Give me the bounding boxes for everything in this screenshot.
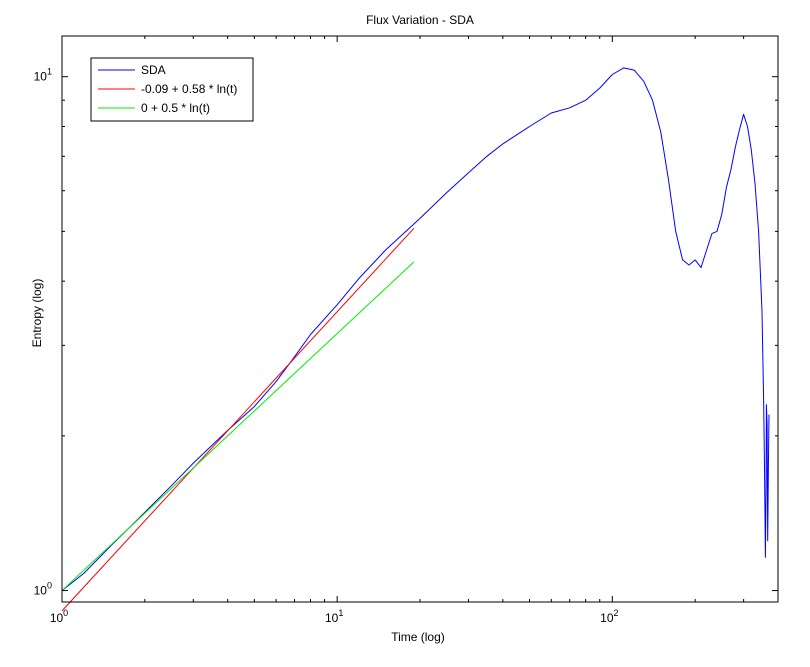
- x-axis-label: Time (log): [391, 630, 445, 644]
- series-line-2: [61, 261, 415, 591]
- chart-title: Flux Variation - SDA: [366, 13, 474, 27]
- x-tick-label: 101: [325, 608, 343, 625]
- tick-layer: 100 101 102 100 101: [34, 36, 779, 625]
- series-line-1: [61, 227, 415, 612]
- legend-label-0: SDA: [141, 63, 166, 77]
- y-axis-label: Entropy (log): [30, 279, 44, 348]
- series-line-0: [61, 67, 770, 591]
- legend-label-2: 0 + 0.5 * ln(t): [141, 101, 210, 115]
- x-tick-label: 102: [600, 608, 618, 625]
- series-layer: [61, 67, 770, 612]
- y-tick-label: 101: [34, 67, 52, 84]
- legend-label-1: -0.09 + 0.58 * ln(t): [141, 82, 237, 96]
- y-tick-label: 100: [34, 581, 52, 598]
- legend: SDA -0.09 + 0.58 * ln(t) 0 + 0.5 * ln(t): [90, 57, 254, 122]
- x-tick-label: 100: [50, 608, 68, 625]
